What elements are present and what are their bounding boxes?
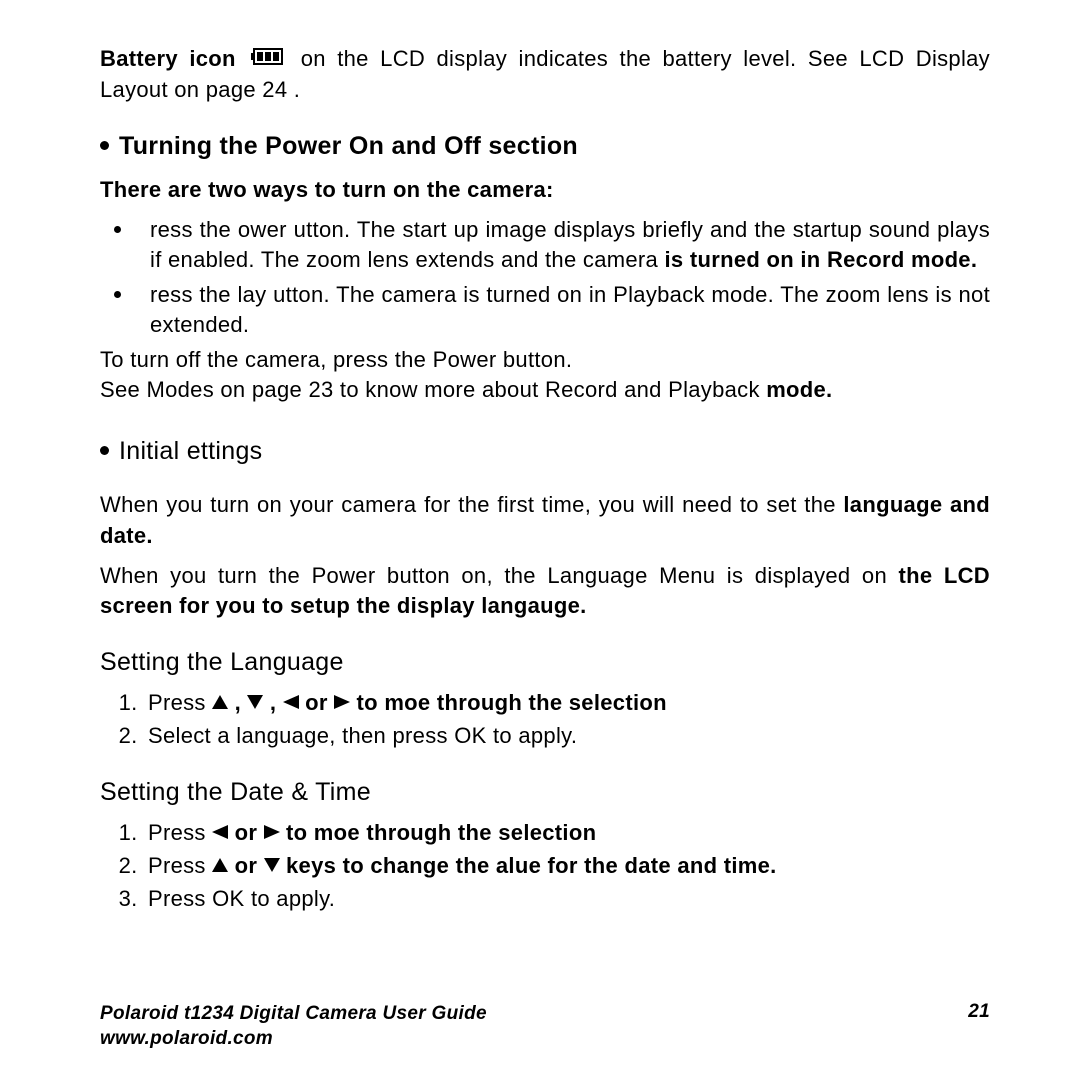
initial-p2-text: When you turn the Power button on, the L…	[100, 563, 898, 588]
power-section-heading: Turning the Power On and Off section	[100, 132, 990, 161]
list-item: ress the ower utton. The start up image …	[100, 215, 990, 276]
arrow-up-icon	[212, 686, 228, 718]
datetime-steps: Press or to moe through the selection Pr…	[100, 817, 990, 915]
step-tail: to moe through the selection	[286, 820, 596, 845]
manual-page: Battery icon on the LCD display indicate…	[0, 0, 1080, 1080]
arrow-left-icon	[212, 816, 228, 848]
power-bullet-list: ress the ower utton. The start up image …	[100, 215, 990, 340]
arrow-down-icon	[264, 849, 280, 881]
datetime-heading: Setting the Date & Time	[100, 778, 990, 807]
step-or: or	[305, 690, 334, 715]
arrow-right-icon	[264, 816, 280, 848]
footer-line2: www.polaroid.com	[100, 1026, 990, 1052]
step-or: or	[235, 853, 264, 878]
page-number: 21	[968, 1001, 990, 1023]
list-item: Select a language, then press OK to appl…	[144, 720, 990, 752]
modes-bold: mode.	[766, 377, 832, 402]
step-pre: Press	[148, 853, 212, 878]
power-lead: There are two ways to turn on the camera…	[100, 175, 990, 205]
arrow-up-icon	[212, 849, 228, 881]
intro-paragraph: Battery icon on the LCD display indicate…	[100, 44, 990, 106]
battery-icon	[251, 43, 285, 73]
list-item: Press or keys to change the alue for the…	[144, 850, 990, 883]
arrow-right-icon	[334, 686, 350, 718]
language-heading: Setting the Language	[100, 648, 990, 677]
power-modes-text: See Modes on page 23 to know more about …	[100, 375, 990, 405]
arrow-down-icon	[247, 686, 263, 718]
battery-label: Battery icon	[100, 46, 236, 71]
initial-p1: When you turn on your camera for the fir…	[100, 490, 990, 551]
power-off-text: To turn off the camera, press the Power …	[100, 345, 990, 375]
initial-settings-heading: Initial ettings	[100, 437, 990, 466]
list-item: Press , , or to moe through the selectio…	[144, 687, 990, 720]
initial-p1-text: When you turn on your camera for the fir…	[100, 492, 843, 517]
bullet-icon	[100, 141, 109, 150]
step-tail: keys to change the alue for the date and…	[286, 853, 777, 878]
bullet-icon	[100, 446, 109, 455]
arrow-left-icon	[283, 686, 299, 718]
item-bold: is turned on in Record mode.	[665, 247, 978, 272]
list-item: ress the lay utton. The camera is turned…	[100, 280, 990, 341]
footer-line1: Polaroid t1234 Digital Camera User Guide	[100, 1001, 990, 1027]
initial-title: Initial ettings	[119, 437, 262, 465]
modes-pre: See Modes on page 23 to know more about …	[100, 377, 766, 402]
initial-p2: When you turn the Power button on, the L…	[100, 561, 990, 622]
step-sep2: ,	[270, 690, 276, 715]
list-item: Press OK to apply.	[144, 883, 990, 915]
page-footer: Polaroid t1234 Digital Camera User Guide…	[100, 1001, 990, 1052]
step-sep: ,	[235, 690, 241, 715]
language-steps: Press , , or to moe through the selectio…	[100, 687, 990, 752]
step-pre: Press	[148, 690, 212, 715]
item-text: ress the lay utton. The camera is turned…	[150, 282, 990, 337]
list-item: Press or to moe through the selection	[144, 817, 990, 850]
step-pre: Press	[148, 820, 212, 845]
step-or: or	[235, 820, 264, 845]
step-tail: to moe through the selection	[357, 690, 667, 715]
power-title: Turning the Power On and Off section	[119, 132, 578, 160]
